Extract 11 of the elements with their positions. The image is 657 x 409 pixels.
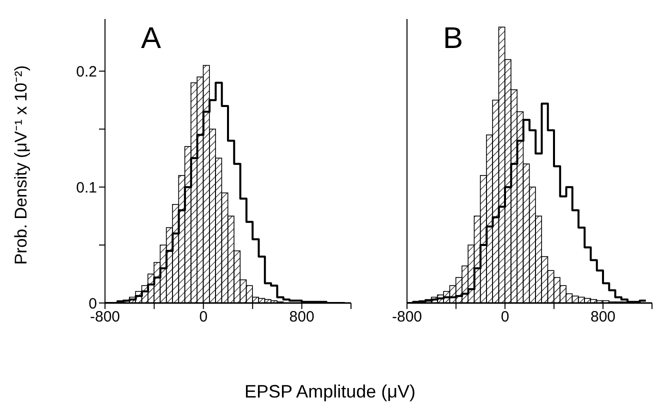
x-tick-label: 0 xyxy=(199,308,208,326)
y-axis-title: Prob. Density (μV⁻¹ x 10⁻²) xyxy=(10,65,32,265)
x-axis-title: EPSP Amplitude (μV) xyxy=(244,382,416,402)
y-tick-label: 0.2 xyxy=(76,63,97,80)
chart-title: A xyxy=(141,22,162,56)
chart-title: B xyxy=(443,22,464,56)
x-tick-label: 800 xyxy=(590,308,616,326)
y-tick-label: 0.1 xyxy=(76,179,97,196)
x-tick-label: 0 xyxy=(500,308,510,326)
x-tick-label: 800 xyxy=(289,308,314,326)
x-tick-label: -800 xyxy=(392,308,422,326)
